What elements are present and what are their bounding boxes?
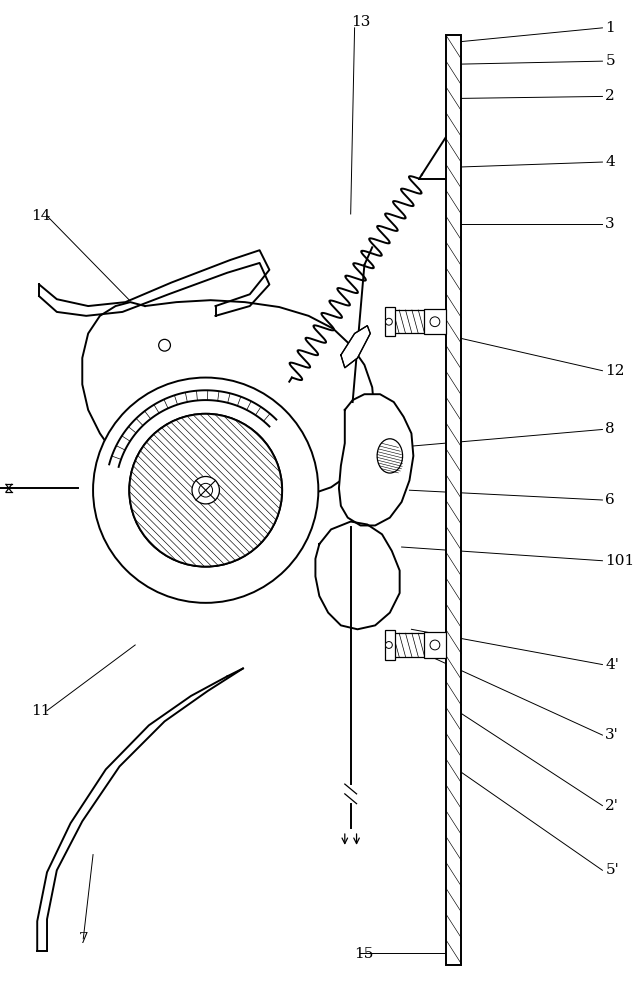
Polygon shape bbox=[82, 300, 374, 500]
Text: 12: 12 bbox=[605, 364, 625, 378]
Text: 2: 2 bbox=[605, 89, 615, 103]
Text: 7: 7 bbox=[78, 932, 88, 946]
Bar bbox=[424, 632, 446, 658]
Polygon shape bbox=[37, 668, 243, 951]
Circle shape bbox=[199, 483, 213, 497]
Text: 3': 3' bbox=[605, 728, 619, 742]
Circle shape bbox=[129, 414, 282, 567]
Polygon shape bbox=[341, 326, 370, 368]
Text: 1: 1 bbox=[605, 21, 615, 35]
Bar bbox=[393, 310, 444, 333]
Circle shape bbox=[192, 476, 219, 504]
Text: 13: 13 bbox=[351, 15, 370, 29]
Polygon shape bbox=[39, 250, 269, 316]
Text: 4: 4 bbox=[605, 155, 615, 169]
Circle shape bbox=[430, 640, 440, 650]
Bar bbox=[424, 309, 446, 334]
Polygon shape bbox=[339, 394, 413, 525]
Bar bbox=[446, 35, 461, 965]
Polygon shape bbox=[315, 522, 399, 629]
Circle shape bbox=[159, 339, 171, 351]
Text: 15: 15 bbox=[355, 947, 374, 961]
Bar bbox=[393, 633, 444, 657]
Text: 14: 14 bbox=[31, 209, 51, 223]
Text: 4': 4' bbox=[605, 658, 619, 672]
Text: 6: 6 bbox=[605, 493, 615, 507]
Circle shape bbox=[430, 317, 440, 327]
Text: 101: 101 bbox=[605, 554, 634, 568]
Text: 8: 8 bbox=[605, 422, 615, 436]
Text: 2': 2' bbox=[605, 799, 619, 813]
Text: 3: 3 bbox=[605, 217, 615, 231]
Circle shape bbox=[385, 318, 392, 325]
Text: 5': 5' bbox=[605, 863, 619, 877]
Text: 5: 5 bbox=[605, 54, 615, 68]
Bar bbox=[385, 307, 395, 336]
Bar bbox=[385, 630, 395, 660]
Circle shape bbox=[93, 378, 318, 603]
Circle shape bbox=[385, 642, 392, 648]
Ellipse shape bbox=[377, 439, 403, 473]
Circle shape bbox=[129, 414, 282, 567]
Text: 11: 11 bbox=[31, 704, 51, 718]
